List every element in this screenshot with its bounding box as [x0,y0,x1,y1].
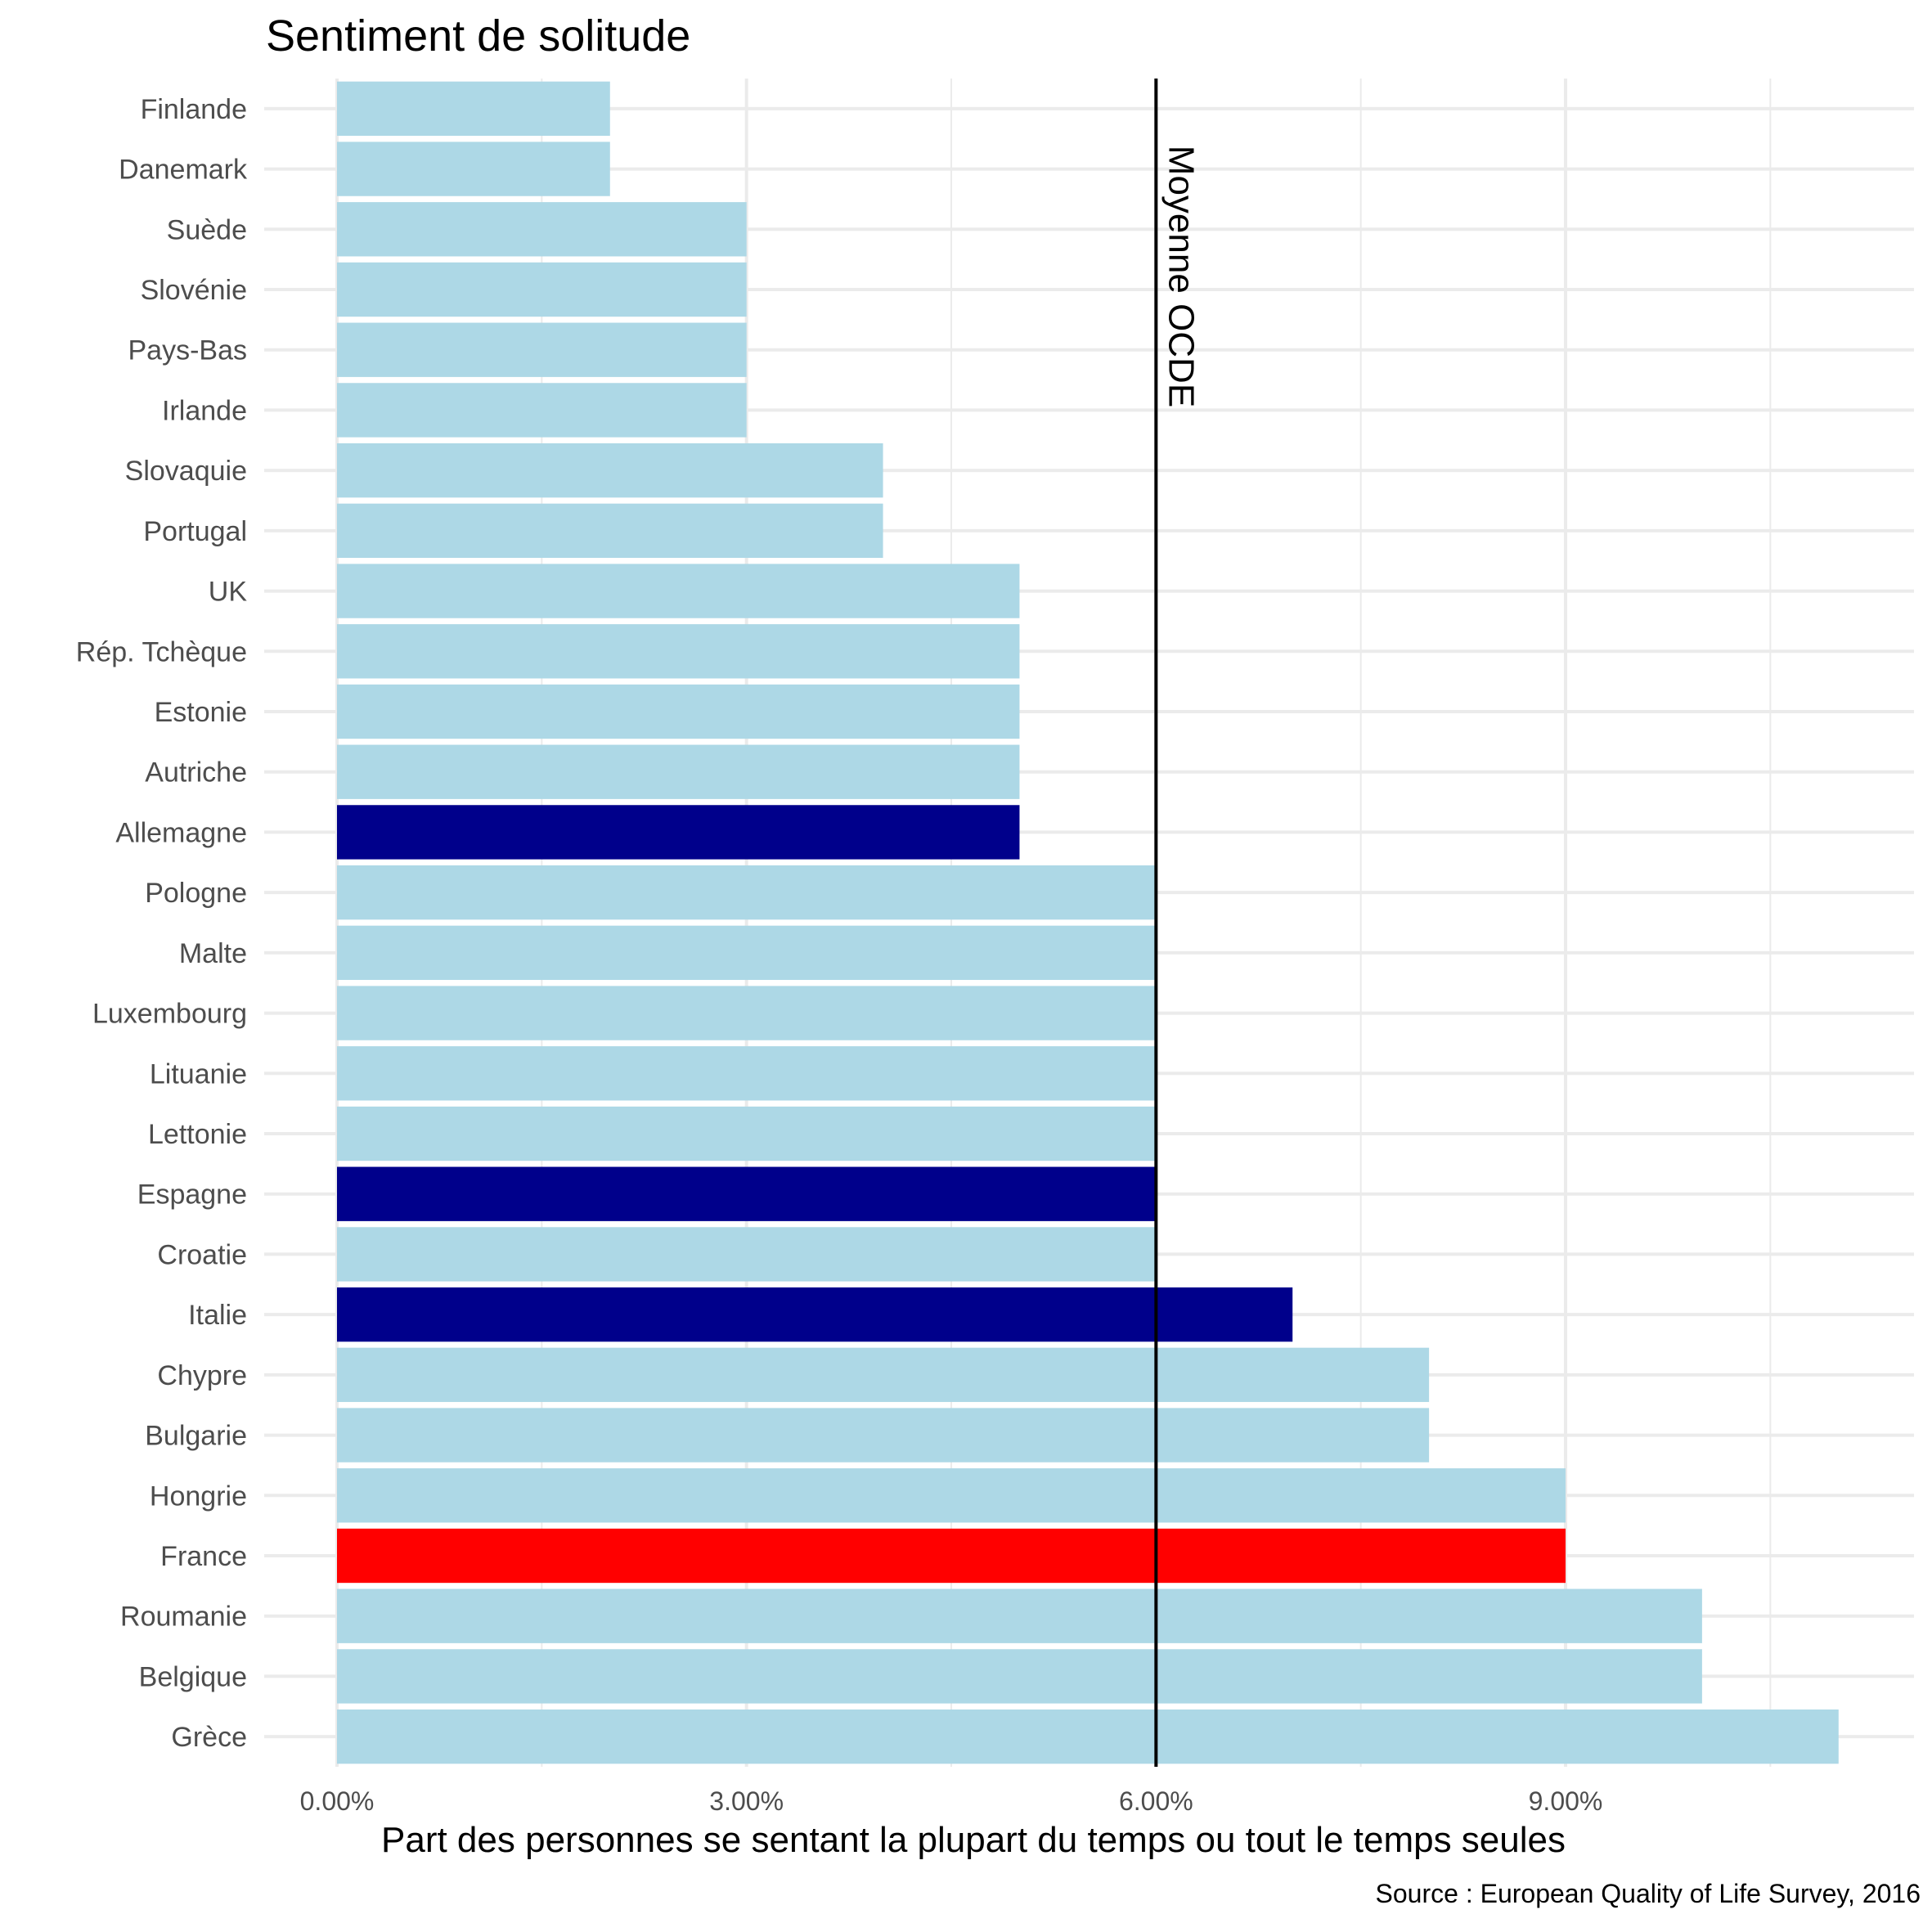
bar-roumanie [337,1588,1702,1643]
y-axis-labels: Finlande Danemark Suède Slovénie Pays-Bas Irl… [76,94,248,1753]
bar-uk [337,564,1020,618]
oecd-average-label: Moyenne OCDE [1161,146,1201,407]
bar-irlande [337,383,747,438]
y-tick-label: Rép. Tchèque [76,636,247,667]
bar-pays-bas [337,322,747,377]
y-tick-label: France [160,1541,247,1572]
y-tick-label: Slovaquie [125,456,247,487]
y-tick-label: Italie [188,1300,247,1331]
bar-finlande [337,81,610,137]
bar-pologne [337,865,1157,920]
bar-malte [337,925,1157,981]
x-tick-label: 0.00% [300,1786,375,1816]
y-tick-label: Luxembourg [92,999,247,1030]
bar-danemark [337,142,610,196]
bar-lituanie [337,1046,1157,1101]
chart-title: Sentiment de solitude [266,11,690,61]
y-tick-label: Pays-Bas [128,335,248,366]
x-axis-title: Part des personnes se sentant la plupart… [381,1820,1566,1860]
bar-lettonie [337,1106,1157,1161]
y-tick-label: Croatie [157,1239,247,1270]
x-tick-label: 6.00% [1119,1786,1193,1816]
bar-luxembourg [337,986,1157,1040]
y-tick-label: Estonie [155,697,247,728]
bar-hongrie [337,1468,1566,1523]
y-tick-label: Danemark [119,155,248,186]
x-tick-label: 9.00% [1529,1786,1603,1816]
y-tick-label: Autriche [145,757,247,789]
bar-espagne [337,1166,1157,1221]
bar-estonie [337,684,1020,739]
y-tick-label: Malte [179,938,247,969]
y-tick-label: Belgique [139,1661,247,1692]
x-axis-labels: 0.00% 3.00% 6.00% 9.00% [300,1786,1603,1816]
bars [337,81,1839,1764]
bar-gr-ce [337,1709,1839,1764]
y-tick-label: Irlande [162,395,247,426]
bar-autriche [337,744,1020,799]
bar-r-p-tch-que [337,624,1020,679]
y-tick-label: Chypre [157,1360,247,1391]
bar-allemagne [337,805,1020,860]
y-tick-label: Grèce [171,1722,247,1753]
y-tick-label: Bulgarie [145,1421,247,1452]
x-tick-label: 3.00% [709,1786,784,1816]
y-tick-label: Roumanie [120,1602,247,1633]
y-tick-label: Finlande [141,94,247,125]
y-tick-label: Lettonie [148,1119,247,1150]
bar-bulgarie [337,1408,1430,1462]
bar-su-de [337,202,747,257]
bar-portugal [337,503,883,559]
y-tick-label: Slovénie [141,275,247,306]
y-tick-label: Hongrie [150,1480,247,1512]
y-tick-label: Portugal [143,516,247,547]
bar-slovaquie [337,443,883,498]
bar-croatie [337,1227,1157,1282]
bar-belgique [337,1649,1702,1704]
y-tick-label: Allemagne [115,817,247,848]
bar-chypre [337,1347,1430,1403]
y-tick-label: Pologne [145,878,247,909]
bar-slov-nie [337,262,747,317]
y-tick-label: Espagne [137,1179,247,1211]
y-tick-label: Suède [167,214,247,245]
bar-italie [337,1287,1293,1342]
y-tick-label: Lituanie [150,1058,247,1090]
bar-france [337,1528,1566,1584]
y-tick-label: UK [209,577,248,608]
source-caption: Source : European Quality of Life Survey… [1376,1879,1921,1908]
